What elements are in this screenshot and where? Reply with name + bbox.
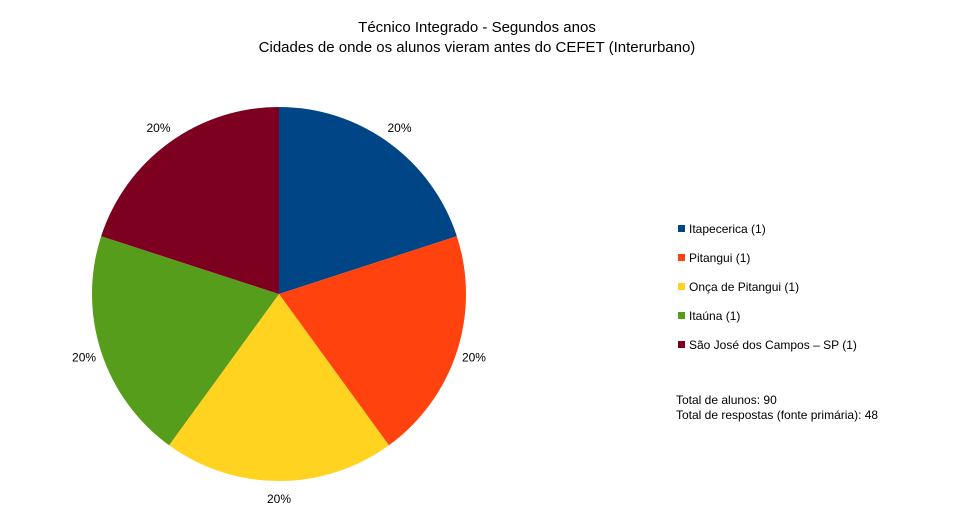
total-respostas: Total de respostas (fonte primária): 48 bbox=[676, 408, 879, 422]
chart-title: Técnico Integrado - Segundos anos bbox=[358, 19, 596, 36]
pie-slice-1 bbox=[279, 236, 467, 446]
legend-swatch-4 bbox=[678, 341, 685, 349]
legend-item-0: Itapecerica (1) bbox=[678, 221, 857, 250]
legend-swatch-1 bbox=[678, 254, 685, 262]
totals-box: Total de alunos: 90 Total de respostas (… bbox=[676, 393, 878, 423]
pie-slice-4 bbox=[101, 107, 279, 294]
pie-slice-3 bbox=[92, 236, 280, 446]
chart-legend: Itapecerica (1) Pitangui (1) Onça de Pitan… bbox=[678, 221, 857, 366]
legend-item-2: Onça de Pitangui (1) bbox=[678, 279, 857, 308]
legend-item-3: Itaúna (1) bbox=[678, 308, 857, 337]
chart-subtitle: Cidades de onde os alunos vieram antes d… bbox=[258, 39, 696, 56]
pie-data-label-0: 20% bbox=[387, 121, 411, 135]
pie-data-label-4: 20% bbox=[146, 121, 170, 135]
pie-data-label-2: 20% bbox=[267, 492, 291, 506]
legend-item-4: São José dos Campos – SP (1) bbox=[678, 337, 857, 366]
pie-data-label-1: 20% bbox=[462, 350, 486, 364]
legend-swatch-3 bbox=[678, 312, 685, 320]
legend-label-2: Onça de Pitangui (1) bbox=[689, 280, 800, 294]
legend-label-3: Itaúna (1) bbox=[689, 309, 741, 323]
pie-slice-0 bbox=[279, 107, 457, 294]
legend-swatch-2 bbox=[678, 283, 685, 291]
legend-label-0: Itapecerica (1) bbox=[689, 222, 766, 236]
total-alunos: Total de alunos: 90 bbox=[676, 393, 777, 407]
legend-item-1: Pitangui (1) bbox=[678, 250, 857, 279]
legend-swatch-0 bbox=[678, 225, 685, 233]
legend-label-1: Pitangui (1) bbox=[689, 251, 751, 265]
pie-slice-2 bbox=[169, 294, 389, 482]
pie-data-label-3: 20% bbox=[72, 350, 96, 364]
legend-label-4: São José dos Campos – SP (1) bbox=[689, 338, 857, 352]
